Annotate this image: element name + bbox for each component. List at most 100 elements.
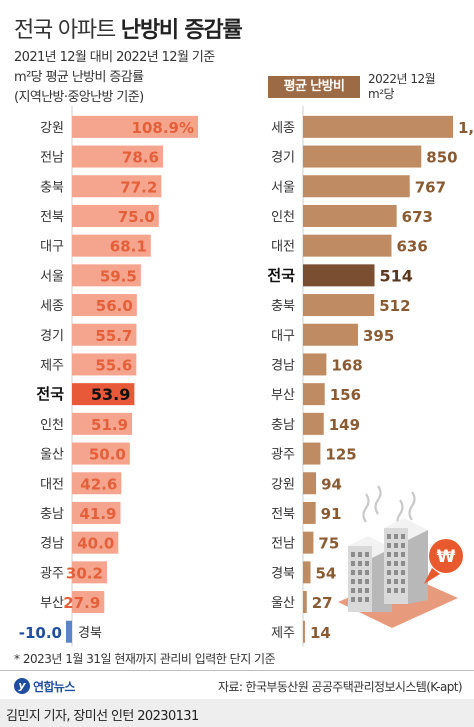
left-category-label: 전남	[40, 151, 64, 166]
left-value-label: 77.2	[120, 178, 157, 196]
left-bar	[72, 501, 121, 524]
right-category-label: 충남	[271, 418, 295, 433]
left-category-label: 강원	[40, 121, 64, 136]
apartment-buildings-icon	[338, 485, 458, 628]
right-bar	[303, 501, 316, 524]
left-bar	[72, 442, 130, 465]
left-bar	[72, 264, 141, 287]
window	[387, 588, 391, 593]
right-chart-header: 평균 난방비	[268, 76, 360, 98]
window	[365, 552, 369, 557]
right-category-label: 대전	[271, 240, 295, 255]
right-value-label: 14	[310, 624, 331, 642]
right-category-label: 강원	[271, 477, 295, 492]
window	[394, 588, 398, 593]
right-value-label: 168	[331, 356, 362, 374]
left-category-label: 전북	[40, 210, 64, 225]
window	[401, 543, 405, 548]
right-bar	[303, 591, 307, 614]
window	[401, 588, 405, 593]
left-value-label: 51.9	[91, 416, 128, 434]
left-chart-increase-rate: 강원 108.9% 전남 78.6 충북 77.2 전북 75.0 대구 68.1 서울 59.5 세종…	[19, 106, 198, 647]
steam-icon	[374, 485, 382, 515]
right-category-label: 경남	[271, 358, 295, 373]
right-category-label: 전국	[267, 266, 295, 284]
left-category-label: 광주	[40, 566, 64, 581]
right-bar	[303, 115, 453, 138]
right-category-label: 제주	[271, 626, 295, 641]
right-value-label: 91	[321, 505, 342, 523]
right-category-label: 서울	[271, 180, 295, 195]
window	[351, 597, 355, 602]
left-bar	[72, 145, 163, 168]
right-bar	[303, 204, 397, 227]
left-value-label: 108.9%	[132, 119, 194, 137]
left-value-label: 40.0	[77, 535, 114, 553]
left-category-label: 대전	[40, 477, 64, 492]
window	[401, 534, 405, 539]
left-category-label: 충북	[40, 180, 64, 195]
left-bar	[72, 115, 198, 138]
logo-text: 연합뉴스	[33, 679, 75, 694]
right-bar	[303, 294, 375, 317]
right-category-label: 충북	[271, 299, 295, 314]
left-value-label: 50.0	[89, 446, 126, 464]
right-bar	[303, 264, 375, 287]
left-category-label: 전국	[36, 385, 64, 403]
yonhap-logo-icon: y	[14, 678, 30, 694]
left-value-label: 27.9	[63, 594, 100, 612]
footnote: * 2023년 1월 31일 현재까지 관리비 입력한 단지 기준	[14, 652, 276, 666]
left-value-label: -10.0	[19, 624, 62, 642]
right-bar	[303, 472, 317, 495]
credit-bar	[0, 699, 474, 727]
divider	[0, 670, 474, 671]
right-category-label: 인천	[271, 210, 295, 225]
left-bar	[72, 472, 122, 495]
left-category-label: 충남	[40, 507, 64, 522]
window	[387, 534, 391, 539]
right-value-label: 125	[325, 446, 356, 464]
page-title: 전국 아파트 난방비 증감률	[14, 12, 243, 44]
right-unit-line-2: m²당	[368, 87, 395, 101]
source-text: 자료: 한국부동산원 공공주택관리정보시스템(K-apt)	[217, 680, 463, 694]
window	[394, 552, 398, 557]
right-value-label: 54	[316, 564, 337, 582]
window	[351, 570, 355, 575]
right-category-label: 광주	[271, 448, 295, 463]
left-category-label: 경북	[78, 626, 102, 641]
left-value-label: 78.6	[122, 149, 159, 167]
right-category-label: 전남	[271, 537, 295, 552]
left-value-label: 42.6	[80, 475, 117, 493]
window	[394, 570, 398, 575]
right-bar	[303, 323, 358, 346]
right-value-label: 395	[363, 327, 394, 345]
window	[394, 543, 398, 548]
right-value-label: 27	[312, 594, 333, 612]
steam-icon	[408, 491, 416, 521]
left-value-label: 75.0	[118, 208, 155, 226]
left-category-label: 대구	[40, 240, 64, 255]
steam-icon	[362, 493, 370, 523]
window	[365, 570, 369, 575]
right-category-label: 부산	[271, 388, 295, 403]
right-bar	[303, 383, 325, 406]
left-value-label: 55.6	[95, 356, 132, 374]
window	[401, 552, 405, 557]
right-bar	[303, 412, 324, 435]
left-category-label: 인천	[40, 418, 64, 433]
right-value-label: 636	[396, 238, 427, 256]
window	[365, 597, 369, 602]
left-bar	[72, 383, 135, 406]
right-bar	[303, 442, 321, 465]
won-symbol: ₩	[437, 547, 456, 567]
left-bar	[72, 294, 137, 317]
window	[358, 597, 362, 602]
left-bar	[72, 412, 133, 435]
window	[351, 588, 355, 593]
right-value-label: 514	[380, 266, 413, 285]
left-bar	[72, 175, 162, 198]
window	[401, 579, 405, 584]
left-value-label: 55.7	[95, 327, 132, 345]
right-value-label: 673	[402, 208, 433, 226]
